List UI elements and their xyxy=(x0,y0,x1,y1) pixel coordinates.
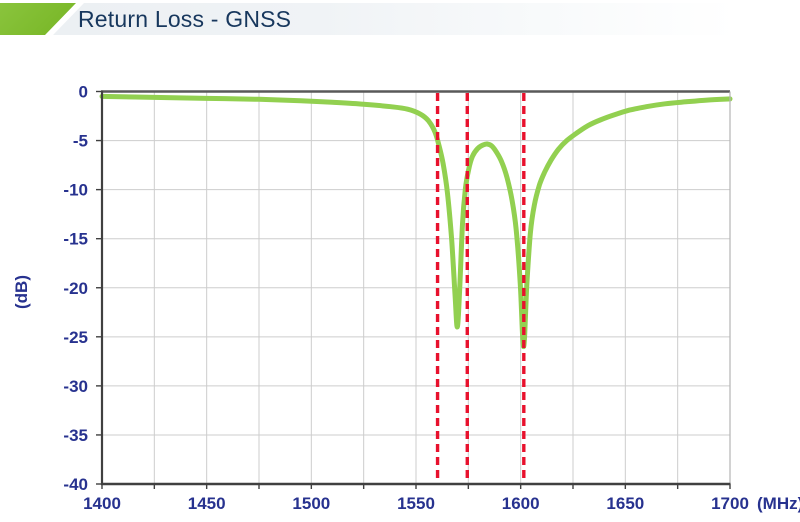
frequency-markers xyxy=(435,93,526,484)
series-line xyxy=(99,93,733,350)
y-tick-label: -25 xyxy=(63,328,88,347)
y-tick-label: -20 xyxy=(63,279,88,298)
x-tick-label: 1550 xyxy=(397,494,435,513)
return-loss-curve xyxy=(99,93,733,350)
x-tick-label: 1650 xyxy=(606,494,644,513)
x-tick-label: 1450 xyxy=(188,494,226,513)
grid-lines xyxy=(102,91,730,484)
y-tick-label: -35 xyxy=(63,426,88,445)
x-tick-label: 1400 xyxy=(83,494,121,513)
x-tick-label: 1700 xyxy=(711,494,749,513)
x-tick-label: 1600 xyxy=(502,494,540,513)
y-axis-unit-label: (dB) xyxy=(12,275,31,309)
x-tick-label: 1500 xyxy=(292,494,330,513)
page-title: Return Loss - GNSS xyxy=(78,5,292,32)
y-tick-label: -40 xyxy=(63,475,88,494)
y-tick-label: 0 xyxy=(79,83,88,102)
axis-ticks xyxy=(96,90,731,489)
title-bar: Return Loss - GNSS xyxy=(0,3,800,35)
x-axis-unit-label: (MHz) xyxy=(757,494,800,513)
y-tick-label: -15 xyxy=(63,230,88,249)
y-tick-label: -10 xyxy=(63,181,88,200)
y-tick-label: -30 xyxy=(63,377,88,396)
y-tick-label: -5 xyxy=(73,132,88,151)
